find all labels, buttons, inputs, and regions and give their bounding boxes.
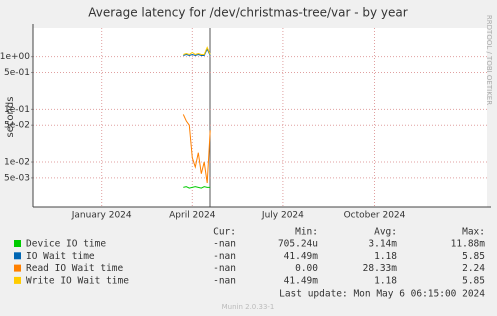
x-tick-label: April 2024 [169, 211, 216, 221]
stat-value: 5.85 [462, 275, 485, 286]
stat-value: 11.88m [451, 239, 486, 250]
footer: Munin 2.0.33-1 [222, 303, 275, 311]
y-tick-label: 5e-01 [4, 68, 30, 78]
y-tick-label: 1e-02 [4, 158, 30, 168]
stat-value: 1.18 [374, 275, 397, 286]
stat-value: 3.14m [368, 239, 397, 250]
stat-value: 41.49m [284, 275, 319, 286]
stat-value: 41.49m [284, 251, 319, 262]
last-update: Last update: Mon May 6 06:15:00 2024 [279, 289, 485, 300]
stat-value: 1.18 [374, 251, 397, 262]
stat-value: 5.85 [462, 251, 485, 262]
side-label: RRDTOOL / TOBI OETIKER [485, 15, 493, 105]
series-line [183, 47, 211, 57]
y-tick-label: 5e-02 [4, 121, 30, 131]
stats-header: Cur: [213, 227, 236, 238]
x-tick-label: October 2024 [344, 211, 406, 221]
stats-header: Min: [295, 227, 318, 238]
stat-value: 28.33m [363, 263, 398, 274]
stats-header: Max: [462, 227, 485, 238]
stat-value: -nan [213, 263, 236, 274]
legend-swatch [14, 264, 21, 272]
y-axis-label: seconds [5, 97, 16, 138]
stat-value: 705.24u [278, 239, 318, 250]
stat-value: 0.00 [295, 263, 318, 274]
chart-title: Average latency for /dev/christmas-tree/… [88, 6, 407, 20]
legend-label: Device IO time [26, 239, 106, 250]
y-tick-label: 1e-01 [4, 105, 30, 115]
plot-area [33, 28, 487, 207]
legend-swatch [14, 252, 21, 260]
series-line [183, 46, 211, 56]
stats-header: Avg: [374, 227, 397, 238]
legend-swatch [14, 240, 21, 247]
legend-label: Write IO Wait time [26, 275, 129, 286]
legend-label: IO Wait time [26, 251, 95, 262]
stat-value: -nan [213, 251, 236, 262]
legend-label: Read IO Wait time [26, 263, 124, 274]
stat-value: 2.24 [462, 263, 485, 274]
y-tick-label: 5e-03 [4, 173, 30, 183]
x-tick-label: July 2024 [261, 211, 304, 221]
series-line [182, 114, 211, 184]
stat-value: -nan [213, 275, 236, 286]
series-line [183, 186, 211, 189]
stat-value: -nan [213, 239, 236, 250]
x-tick-label: January 2024 [71, 211, 132, 221]
legend-swatch [14, 276, 21, 284]
y-tick-label: 1e+00 [0, 52, 30, 62]
